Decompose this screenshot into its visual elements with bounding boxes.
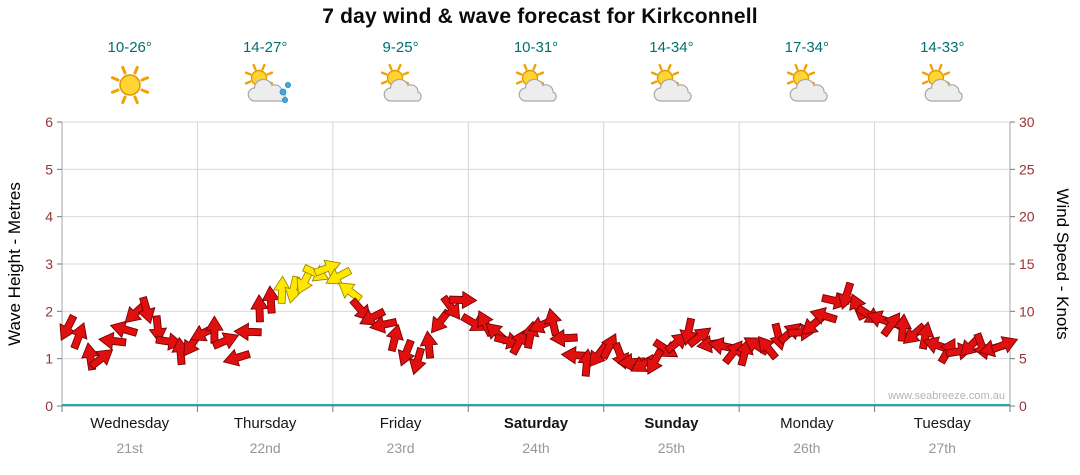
sun-cloud-icon	[644, 63, 698, 109]
day-name: Sunday	[644, 415, 699, 432]
day-date: 25th	[657, 440, 686, 456]
wind-arrow	[88, 349, 114, 370]
day-temperature-range: 10-26°	[107, 39, 152, 56]
wind-arrow	[250, 293, 269, 323]
day-temperature-range: 14-34°	[649, 39, 694, 56]
wind-arrow	[81, 342, 100, 371]
wind-arrow	[272, 275, 292, 304]
day-temperature-range: 10-31°	[513, 39, 559, 56]
sun-cloud-icon	[509, 63, 563, 109]
wind-arrow	[837, 281, 856, 310]
wind-arrow	[233, 322, 262, 342]
wind-arrow	[385, 323, 404, 353]
day-name: Tuesday	[913, 415, 971, 432]
left-tick-label: 6	[45, 114, 53, 130]
wind-arrow	[222, 348, 251, 367]
wind-arrow	[359, 307, 387, 326]
wind-arrow	[990, 336, 1019, 354]
wind-arrow	[59, 313, 78, 341]
sun-icon	[103, 63, 157, 109]
day-date: 24th	[522, 440, 550, 456]
day-name: Monday	[780, 415, 834, 432]
day-date: 27th	[928, 440, 956, 456]
wind-arrow	[679, 317, 698, 347]
day-temperature-range: 14-27°	[242, 39, 288, 56]
wind-arrow	[397, 338, 416, 367]
wind-arrow	[148, 315, 168, 344]
wind-arrow	[325, 266, 353, 285]
day-name: Saturday	[503, 415, 569, 432]
wind-arrow	[617, 352, 646, 372]
wind-arrow	[758, 335, 779, 361]
day-name: Thursday	[233, 415, 297, 432]
day-name: Friday	[379, 415, 422, 432]
day-date: 23rd	[386, 440, 415, 456]
day-date: 22nd	[249, 440, 281, 456]
day-date: 26th	[793, 440, 821, 456]
right-tick-label: 30	[1019, 114, 1035, 130]
left-tick-label: 0	[45, 398, 53, 414]
watermark: www.seabreeze.com.au	[888, 390, 1005, 402]
left-tick-label: 2	[45, 303, 53, 319]
left-axis-label: Wave Height - Metres	[5, 182, 24, 346]
right-tick-label: 20	[1019, 209, 1035, 225]
day-date: 21st	[116, 440, 143, 456]
right-tick-label: 10	[1019, 303, 1035, 319]
sun-cloud-icon	[374, 63, 428, 109]
left-tick-label: 3	[45, 256, 53, 272]
wind-arrow	[211, 332, 240, 350]
right-tick-label: 0	[1019, 398, 1027, 414]
wind-arrow	[98, 331, 127, 351]
wind-arrow	[408, 346, 427, 376]
wind-arrow	[902, 322, 927, 345]
day-temperature-range: 14-33°	[920, 39, 965, 56]
wind-arrow	[549, 328, 578, 348]
wind-arrow	[543, 307, 563, 337]
wind-arrow	[809, 306, 838, 325]
wind-arrow	[369, 315, 398, 334]
left-tick-label: 5	[45, 161, 53, 177]
wind-arrow	[70, 322, 88, 350]
right-axis-label: Wind Speed - Knots	[1053, 188, 1072, 340]
sun-cloud-icon	[915, 63, 969, 109]
page-title: 7 day wind & wave forecast for Kirkconne…	[322, 5, 758, 28]
wind-arrow	[599, 333, 618, 361]
wind-arrow	[430, 308, 452, 334]
wind-arrow	[646, 347, 665, 375]
wind-arrow	[137, 295, 156, 325]
right-tick-label: 15	[1019, 256, 1035, 272]
left-tick-label: 1	[45, 351, 53, 367]
wind-arrow	[337, 282, 363, 303]
wind-arrow	[440, 294, 461, 320]
right-tick-label: 5	[1019, 351, 1027, 367]
wind-arrow	[916, 321, 935, 350]
day-temperature-range: 9-25°	[382, 39, 419, 56]
sun-cloud-rain-icon	[238, 63, 292, 109]
wind-arrow	[419, 330, 439, 359]
sun-cloud-icon	[780, 63, 834, 109]
right-tick-label: 25	[1019, 161, 1035, 177]
day-temperature-range: 17-34°	[784, 39, 830, 56]
wind-arrow	[109, 320, 139, 339]
day-name: Wednesday	[90, 415, 170, 432]
wind-arrow	[449, 290, 478, 310]
wind-arrow	[261, 285, 281, 314]
left-tick-label: 4	[45, 209, 53, 225]
